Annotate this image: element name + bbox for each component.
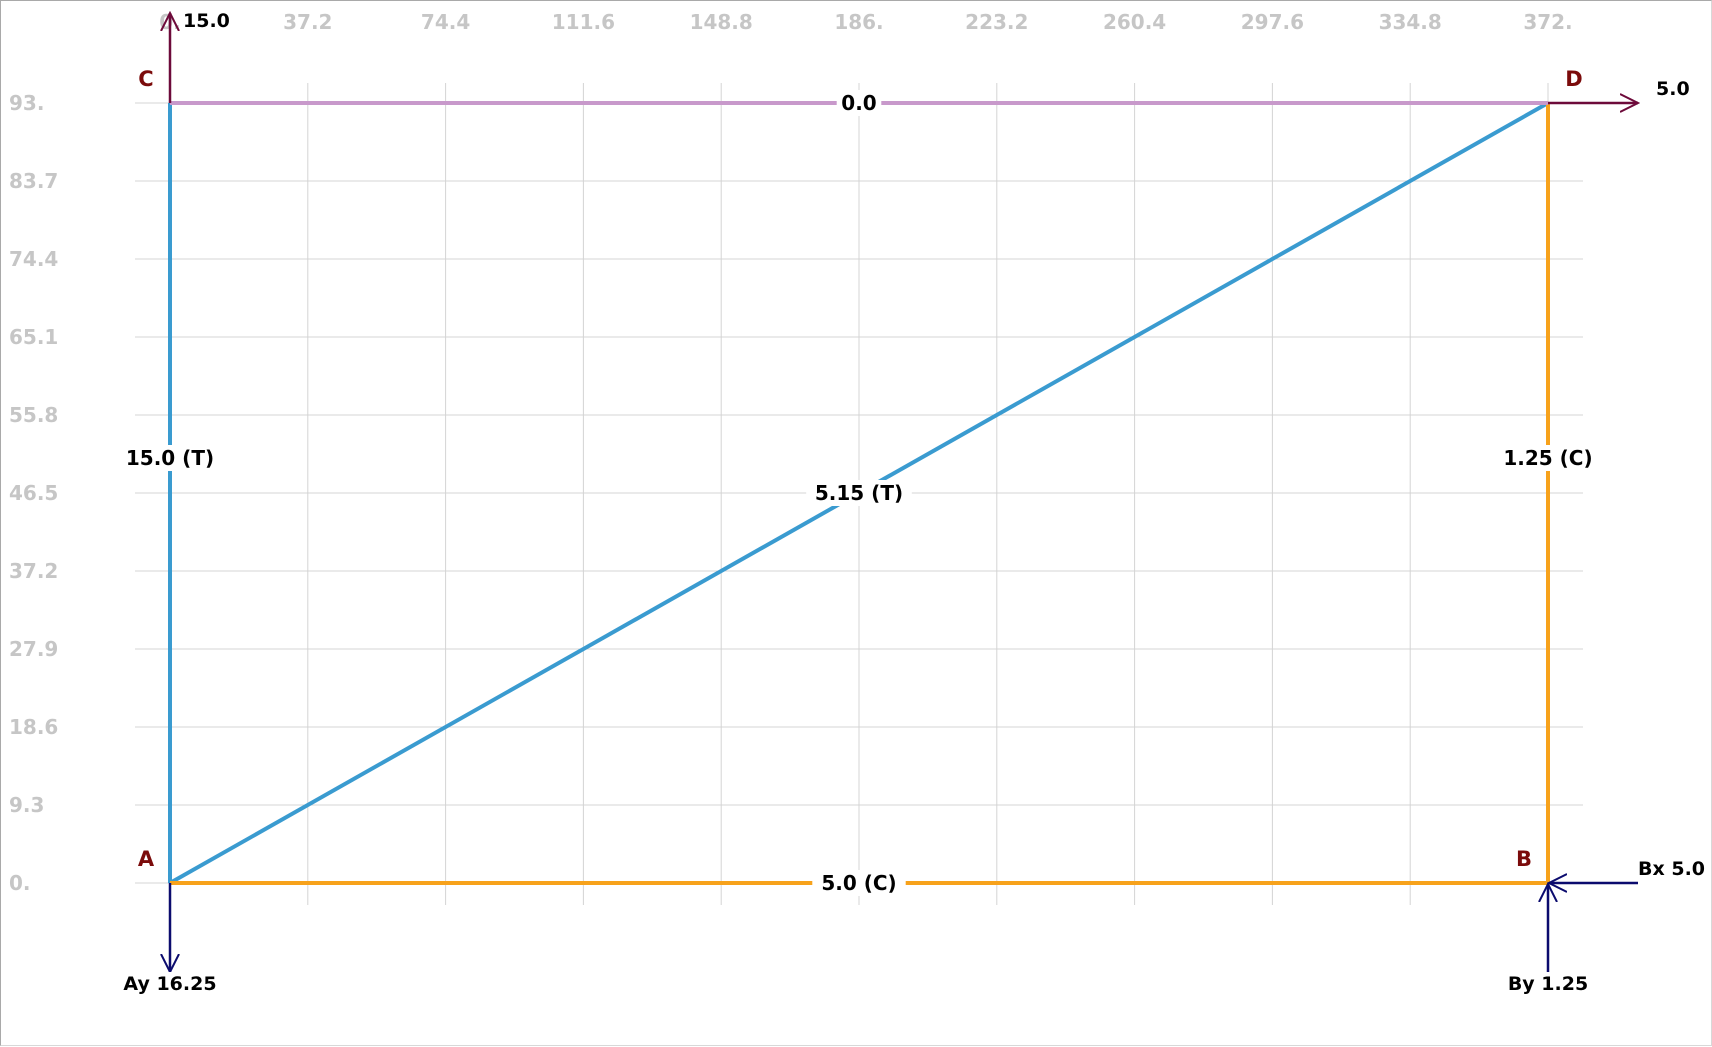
force-label-bg: [1653, 77, 1694, 101]
member-force-label-bd: 1.25 (C): [1503, 446, 1592, 470]
y-tick-label: 55.8: [9, 403, 58, 427]
y-tick-label: 37.2: [9, 559, 58, 583]
member-force-label-cd: 0.0: [841, 91, 876, 115]
x-tick-label: 111.6: [552, 10, 615, 34]
member-label-bg: [806, 480, 912, 506]
member-label-bg: [117, 445, 223, 471]
x-axis-ticks: 0. 37.2 74.4 111.6 148.8 186. 223.2 260.4 297.6 3…: [159, 10, 1572, 34]
force-label-bg: [1504, 972, 1592, 996]
load-label-d: 5.0: [1656, 78, 1690, 100]
node-label-d: D: [1565, 67, 1582, 91]
reaction-label-bx: Bx 5.0: [1638, 858, 1705, 880]
y-tick-label: 27.9: [9, 637, 58, 661]
y-tick-label: 46.5: [9, 481, 58, 505]
x-tick-label: 74.4: [421, 10, 470, 34]
x-tick-label: 148.8: [690, 10, 753, 34]
node-label-c: C: [138, 67, 153, 91]
node-labels: A B C D: [138, 67, 1583, 871]
y-tick-label: 74.4: [9, 247, 58, 271]
force-label-bg: [120, 972, 220, 996]
force-labels: 15.0 5.0 Ay 16.25 By 1.25 Bx 5.0: [120, 9, 1711, 996]
node-label-a: A: [138, 847, 155, 871]
x-tick-label: 260.4: [1103, 10, 1166, 34]
force-label-bg: [1635, 857, 1711, 881]
y-tick-label: 93.: [9, 91, 44, 115]
member-force-labels: 15.0 (T) 5.15 (T) 5.0 (C) 1.25 (C) 0.0: [117, 90, 1601, 896]
member-label-bg: [1495, 445, 1601, 471]
y-tick-label: 83.7: [9, 169, 58, 193]
reaction-label-by: By 1.25: [1508, 973, 1588, 995]
y-axis-ticks: 0. 9.3 18.6 27.9 37.2 46.5 55.8 65.1 74.4 83.7 93.: [9, 91, 58, 895]
y-tick-label: 9.3: [9, 793, 44, 817]
x-tick-label: 334.8: [1379, 10, 1442, 34]
member-force-label-ab: 5.0 (C): [821, 871, 896, 895]
x-tick-label: 186.: [834, 10, 883, 34]
force-label-bg: [180, 9, 233, 33]
y-tick-label: 0.: [9, 871, 31, 895]
x-tick-label: 223.2: [965, 10, 1028, 34]
x-tick-label: 37.2: [283, 10, 332, 34]
x-tick-label: 297.6: [1241, 10, 1304, 34]
y-tick-label: 65.1: [9, 325, 58, 349]
member-label-bg: [836, 90, 882, 116]
member-force-label-ad: 5.15 (T): [815, 481, 903, 505]
member-force-label-ac: 15.0 (T): [126, 446, 214, 470]
y-tick-label: 18.6: [9, 715, 58, 739]
force-arrows: [170, 13, 1638, 972]
node-label-b: B: [1516, 847, 1532, 871]
reaction-label-ay: Ay 16.25: [123, 973, 216, 995]
load-label-c: 15.0: [183, 10, 230, 32]
member-label-bg: [812, 870, 906, 896]
x-tick-label: 372.: [1523, 10, 1572, 34]
